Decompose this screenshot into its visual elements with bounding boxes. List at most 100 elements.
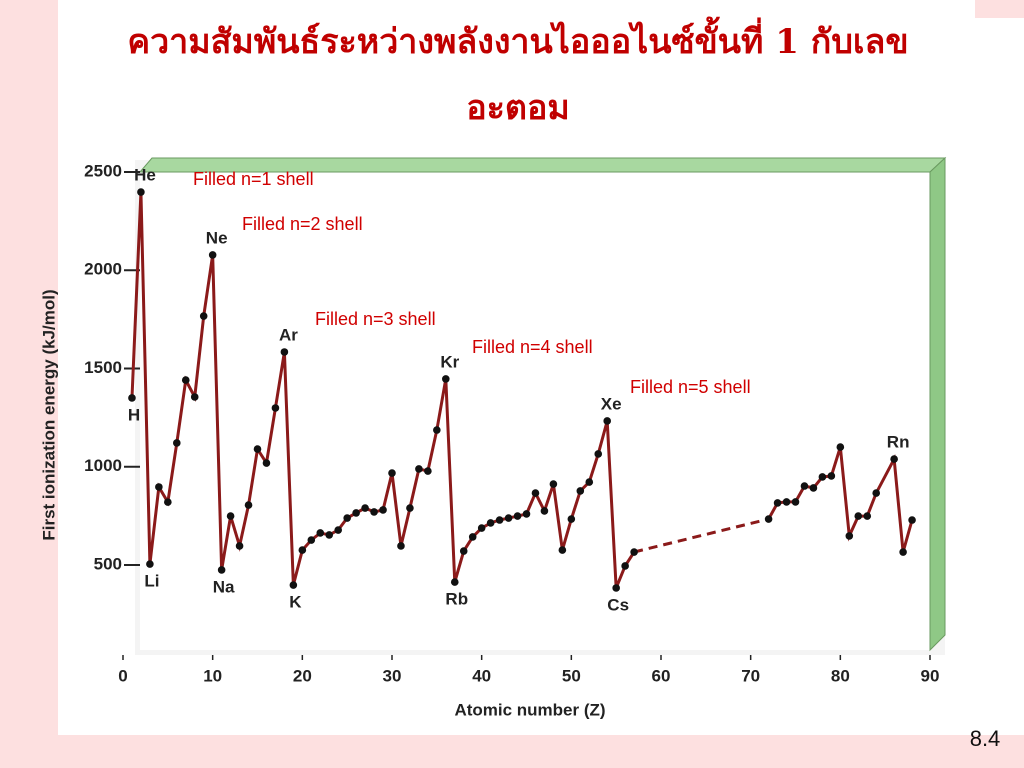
data-point: [289, 581, 298, 589]
data-point: [504, 514, 513, 522]
data-point: [226, 512, 235, 520]
title-line: อะตอม: [466, 88, 570, 128]
data-point: [827, 472, 836, 480]
data-point: [854, 512, 863, 520]
data-point: [809, 484, 818, 492]
data-point: [782, 498, 791, 506]
data-point: [379, 506, 387, 514]
data-point: [800, 482, 809, 490]
x-tick-label: 70: [741, 666, 760, 685]
x-tick-label: 20: [293, 666, 312, 685]
point-label: Ar: [279, 325, 298, 344]
data-point: [495, 516, 504, 524]
point-label: Rn: [887, 433, 910, 452]
data-point: [343, 514, 351, 522]
data-point: [468, 533, 477, 541]
data-point: [128, 394, 136, 402]
point-label: H: [128, 405, 140, 424]
data-point: [477, 524, 486, 532]
data-point: [415, 465, 423, 473]
point-label: K: [289, 593, 302, 612]
right-panel: [975, 18, 1024, 735]
y-tick-label: 1000: [84, 456, 122, 475]
plot: 500 1000 1500 2000 2500 0 10 20 30 40 50 60 70 80 90 H H…: [84, 161, 939, 685]
data-point: [549, 480, 558, 488]
data-point: [890, 455, 898, 463]
data-point: [307, 536, 316, 544]
data-point: [764, 515, 773, 523]
point-label: Cs: [607, 595, 629, 614]
data-point: [334, 526, 343, 534]
data-point: [406, 504, 414, 512]
data-point: [621, 562, 629, 570]
data-point: [567, 515, 576, 523]
data-point: [316, 529, 325, 537]
data-point: [540, 507, 549, 515]
data-point: [558, 546, 567, 554]
x-tick-label: 80: [831, 666, 850, 685]
data-point: [361, 504, 369, 512]
data-point: [863, 512, 872, 520]
data-point: [899, 548, 907, 556]
data-point: [450, 578, 459, 586]
point-label: He: [134, 166, 156, 185]
point-label: Na: [213, 577, 235, 596]
point-label: Ne: [206, 228, 228, 247]
data-point: [486, 519, 495, 527]
data-point: [433, 426, 441, 434]
data-point: [253, 445, 262, 453]
back-wall: [140, 172, 930, 650]
annotation: Filled n=1 shell: [193, 169, 314, 189]
data-point: [235, 542, 244, 550]
x-tick-label: 40: [472, 666, 491, 685]
point-label: Xe: [601, 394, 622, 413]
y-tick-label: 1500: [84, 358, 122, 377]
data-point: [298, 546, 307, 554]
annotation: Filled n=5 shell: [630, 377, 751, 397]
data-point: [845, 532, 854, 540]
point-label: Li: [144, 572, 159, 591]
data-point: [155, 483, 163, 491]
gap-connector: [633, 517, 769, 554]
data-point: [137, 188, 145, 196]
y-axis-label: First ionization energy (kJ/mol): [39, 289, 58, 540]
x-tick-label: 60: [652, 666, 671, 685]
data-point: [271, 404, 280, 412]
data-point: [612, 584, 620, 592]
data-point: [199, 312, 208, 320]
annotation: Filled n=3 shell: [315, 309, 436, 329]
data-point: [325, 531, 334, 539]
data-point: [397, 542, 405, 550]
data-point: [388, 469, 396, 477]
x-tick-label: 10: [203, 666, 222, 685]
data-point: [836, 443, 845, 451]
data-line: [767, 446, 914, 553]
data-point: [513, 512, 522, 520]
data-point: [531, 489, 540, 497]
data-point: [173, 439, 181, 447]
data-point: [872, 489, 880, 497]
y-tick-label: 2500: [84, 161, 122, 180]
data-point: [522, 510, 531, 518]
data-point: [424, 467, 432, 475]
x-tick-label: 0: [118, 666, 127, 685]
x-tick-label: 90: [921, 666, 940, 685]
data-point: [352, 509, 360, 517]
data-point: [576, 487, 585, 495]
data-point: [146, 560, 154, 568]
side-edge: [929, 156, 946, 652]
data-point: [459, 547, 468, 555]
annotation: Filled n=4 shell: [472, 337, 593, 357]
data-point: [585, 478, 594, 486]
y-tick-label: 500: [94, 554, 122, 573]
y-tick-label: 2000: [84, 260, 122, 279]
data-point: [791, 498, 800, 506]
x-tick-label: 30: [383, 666, 402, 685]
data-point: [181, 376, 190, 384]
data-point: [208, 251, 217, 259]
data-point: [262, 459, 271, 467]
data-point: [908, 516, 916, 524]
data-point: [603, 417, 611, 425]
